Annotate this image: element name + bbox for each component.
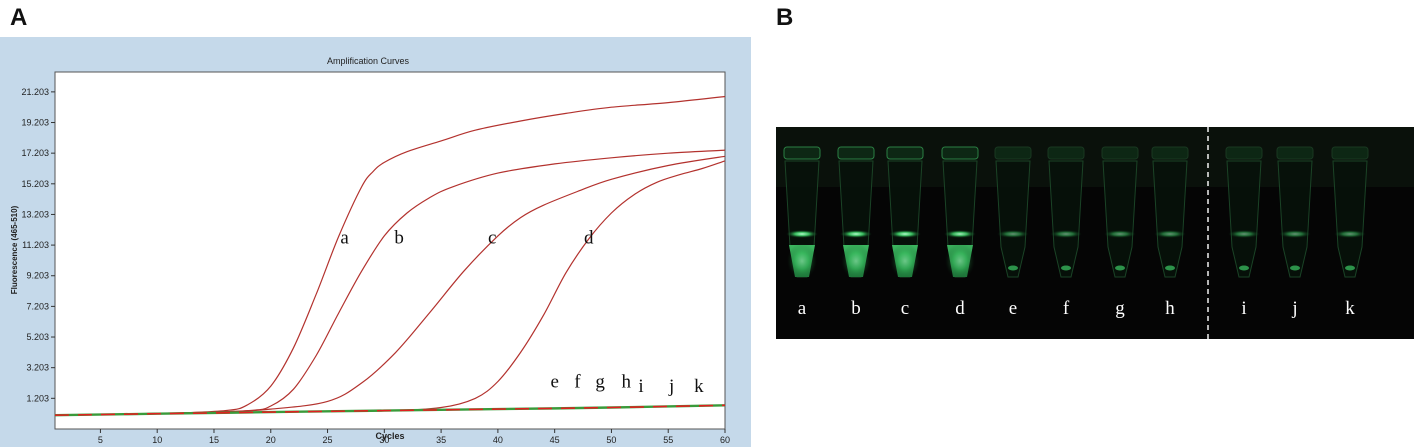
tube-label-j: j (1291, 298, 1297, 319)
y-tick-label: 3.203 (26, 363, 49, 373)
curve-label-g: g (595, 372, 605, 393)
curve-label-e: e (550, 372, 558, 393)
series-line-a (54, 95, 726, 416)
curve-label-k: k (694, 376, 704, 397)
x-tick-label: 35 (436, 435, 446, 445)
series-line-e-k (54, 404, 726, 416)
curve-label-j: j (668, 376, 674, 397)
y-tick-label: 5.203 (26, 332, 49, 342)
tube-label-f: f (1063, 298, 1070, 319)
y-tick-label: 1.203 (26, 393, 49, 403)
y-tick-label: 15.203 (21, 179, 49, 189)
x-tick-label: 50 (606, 435, 616, 445)
y-tick-label: 21.203 (21, 87, 49, 97)
tube-label-g: g (1115, 298, 1125, 319)
x-tick-label: 55 (663, 435, 673, 445)
y-tick-label: 7.203 (26, 301, 49, 311)
tube-label-b: b (851, 298, 861, 319)
y-tick-label: 19.203 (21, 118, 49, 128)
tube-label-a: a (798, 298, 807, 319)
curve-label-f: f (574, 372, 581, 393)
tube-i: i (1225, 146, 1263, 319)
chart-title: Amplification Curves (327, 56, 410, 66)
curve-label-h: h (621, 372, 631, 393)
x-axis-label: Cycles (375, 431, 404, 441)
x-tick-label: 20 (266, 435, 276, 445)
axis-ticks: 5 10 15 20 25 30 35 40 45 50 55 60 1.203 3.203 5.203 7.… (21, 87, 730, 445)
amplification-chart: Amplification Curves Cycles Fluorescence… (0, 37, 751, 447)
tube-a: a (783, 146, 821, 319)
tube-e: e (994, 146, 1032, 319)
x-tick-label: 15 (209, 435, 219, 445)
panel-a-label: A (10, 4, 28, 31)
tube-f: f (1047, 146, 1085, 319)
x-tick-label: 40 (493, 435, 503, 445)
tube-k: k (1331, 146, 1369, 319)
tube-c: c (886, 146, 924, 319)
y-tick-label: 11.203 (22, 240, 49, 250)
tube-photo-drawing: a b c d e f g h i j k (776, 127, 1414, 339)
tube-b: b (837, 146, 875, 319)
panel-b-label: B (776, 4, 794, 31)
tube-label-i: i (1241, 298, 1246, 319)
tube-h: h (1151, 146, 1189, 319)
curve-label-c: c (488, 228, 496, 249)
curve-annotations: a b c d e f g h i j k (340, 228, 704, 398)
y-tick-label: 17.203 (21, 148, 49, 158)
y-axis-label: Fluorescence (465-510) (10, 205, 19, 294)
tube-label-e: e (1009, 298, 1017, 319)
x-tick-label: 60 (720, 435, 730, 445)
x-tick-label: 5 (98, 435, 103, 445)
tube-label-h: h (1165, 298, 1175, 319)
tube-label-k: k (1345, 298, 1355, 319)
x-tick-label: 25 (323, 435, 333, 445)
tube-label-c: c (901, 298, 909, 319)
tube-g: g (1101, 146, 1139, 319)
tube-j: j (1276, 146, 1314, 319)
tube-photo: a b c d e f g h i j k (776, 127, 1414, 339)
x-tick-label: 30 (379, 435, 389, 445)
curve-label-b: b (394, 228, 404, 249)
tube-label-d: d (955, 298, 965, 319)
x-tick-label: 45 (550, 435, 560, 445)
series-lines (54, 95, 726, 417)
x-tick-label: 10 (152, 435, 162, 445)
series-line-c (54, 155, 726, 416)
y-tick-label: 9.203 (26, 271, 49, 281)
y-tick-label: 13.203 (21, 209, 49, 219)
curve-label-d: d (584, 228, 594, 249)
curve-label-a: a (340, 228, 349, 249)
plot-area (54, 71, 726, 430)
tube-d: d (941, 146, 979, 319)
curve-label-i: i (638, 376, 643, 397)
